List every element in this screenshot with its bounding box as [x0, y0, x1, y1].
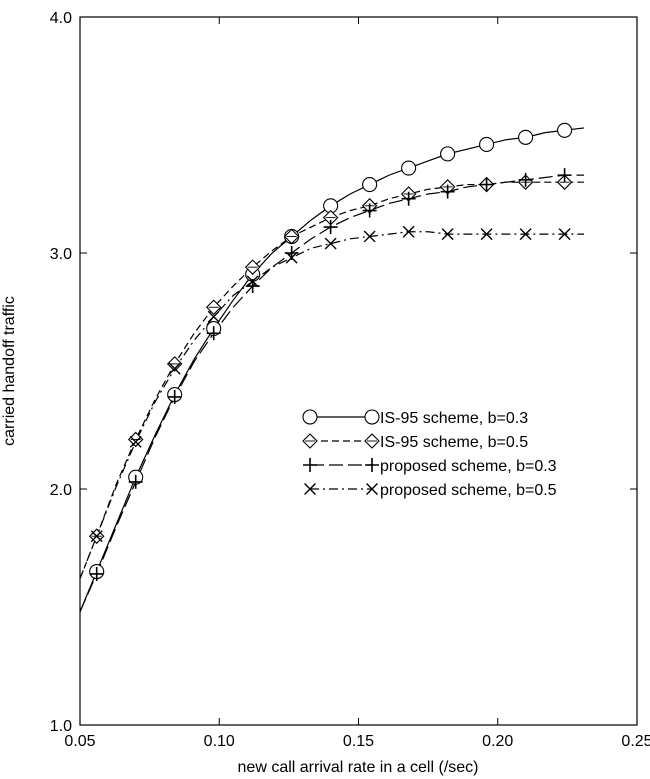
data-point-2 — [205, 299, 222, 316]
x-tick-label: 0.10 — [204, 733, 235, 750]
data-point-3 — [206, 326, 221, 341]
data-point-4 — [558, 228, 571, 241]
data-point-4 — [168, 362, 181, 375]
data-point-1 — [401, 160, 417, 176]
data-point-3 — [440, 184, 455, 199]
series-line-4 — [79, 231, 585, 579]
data-point-1 — [557, 122, 573, 138]
data-point-4 — [519, 228, 532, 241]
data-point-3 — [167, 389, 182, 404]
x-tick-label: 0.05 — [64, 733, 95, 750]
y-axis-title: carried handoff traffic — [1, 296, 18, 446]
data-point-2 — [556, 174, 573, 190]
y-tick-label: 2.0 — [50, 482, 72, 499]
data-point-4 — [480, 228, 493, 241]
data-point-3 — [128, 474, 143, 489]
y-tick-label: 1.0 — [50, 718, 72, 735]
data-point-3 — [362, 203, 377, 218]
legend-marker-3 — [303, 458, 317, 472]
plot-frame — [79, 16, 638, 726]
data-point-1 — [518, 129, 534, 145]
y-tick-label: 3.0 — [50, 246, 72, 263]
legend-marker-2 — [302, 433, 318, 449]
data-point-4 — [207, 310, 220, 323]
data-point-2 — [244, 259, 261, 275]
data-point-2 — [283, 228, 300, 245]
x-tick-label: 0.20 — [482, 733, 513, 750]
legend-marker-1 — [302, 409, 318, 425]
data-point-4 — [90, 530, 103, 543]
data-point-3 — [557, 168, 572, 183]
data-point-4 — [129, 435, 142, 448]
data-point-3 — [323, 220, 338, 235]
series-line-3 — [79, 174, 585, 612]
data-point-4 — [441, 228, 454, 241]
legend-marker-1 — [364, 409, 380, 425]
legend-marker-4 — [366, 483, 378, 495]
data-point-1 — [479, 136, 495, 152]
data-point-4 — [285, 251, 298, 264]
legend-label-3: proposed scheme, b=0.3 — [380, 458, 557, 475]
data-point-2 — [127, 431, 144, 448]
data-point-3 — [518, 172, 533, 187]
y-tick-label: 4.0 — [50, 10, 72, 27]
data-point-4 — [363, 230, 376, 243]
x-tick-label: 0.15 — [343, 733, 374, 750]
data-point-3 — [401, 191, 416, 206]
legend-marker-2 — [364, 433, 380, 449]
markers-layer — [88, 122, 573, 581]
data-point-4 — [402, 225, 415, 238]
legend-label-4: proposed scheme, b=0.5 — [380, 482, 557, 499]
data-point-2 — [166, 356, 183, 372]
data-point-3 — [89, 566, 104, 581]
legend-marker-3 — [365, 458, 379, 472]
axis-ticks: 0.05 0.10 0.15 0.20 0.25 1.0 2.0 3.0 4.0 — [50, 10, 650, 750]
data-point-4 — [324, 237, 337, 250]
legend-label-1: IS-95 scheme, b=0.3 — [380, 410, 528, 427]
x-axis-title: new call arrival rate in a cell (/sec) — [238, 759, 479, 776]
data-point-1 — [362, 177, 378, 193]
legend-label-2: IS-95 scheme, b=0.5 — [380, 434, 528, 451]
data-point-4 — [246, 275, 259, 288]
data-point-3 — [479, 177, 494, 192]
legend: IS-95 scheme, b=0.3 IS-95 scheme, b=0.5 pr… — [302, 409, 557, 499]
data-point-1 — [440, 146, 456, 162]
x-tick-label: 0.25 — [621, 733, 650, 750]
legend-marker-4 — [304, 483, 316, 495]
